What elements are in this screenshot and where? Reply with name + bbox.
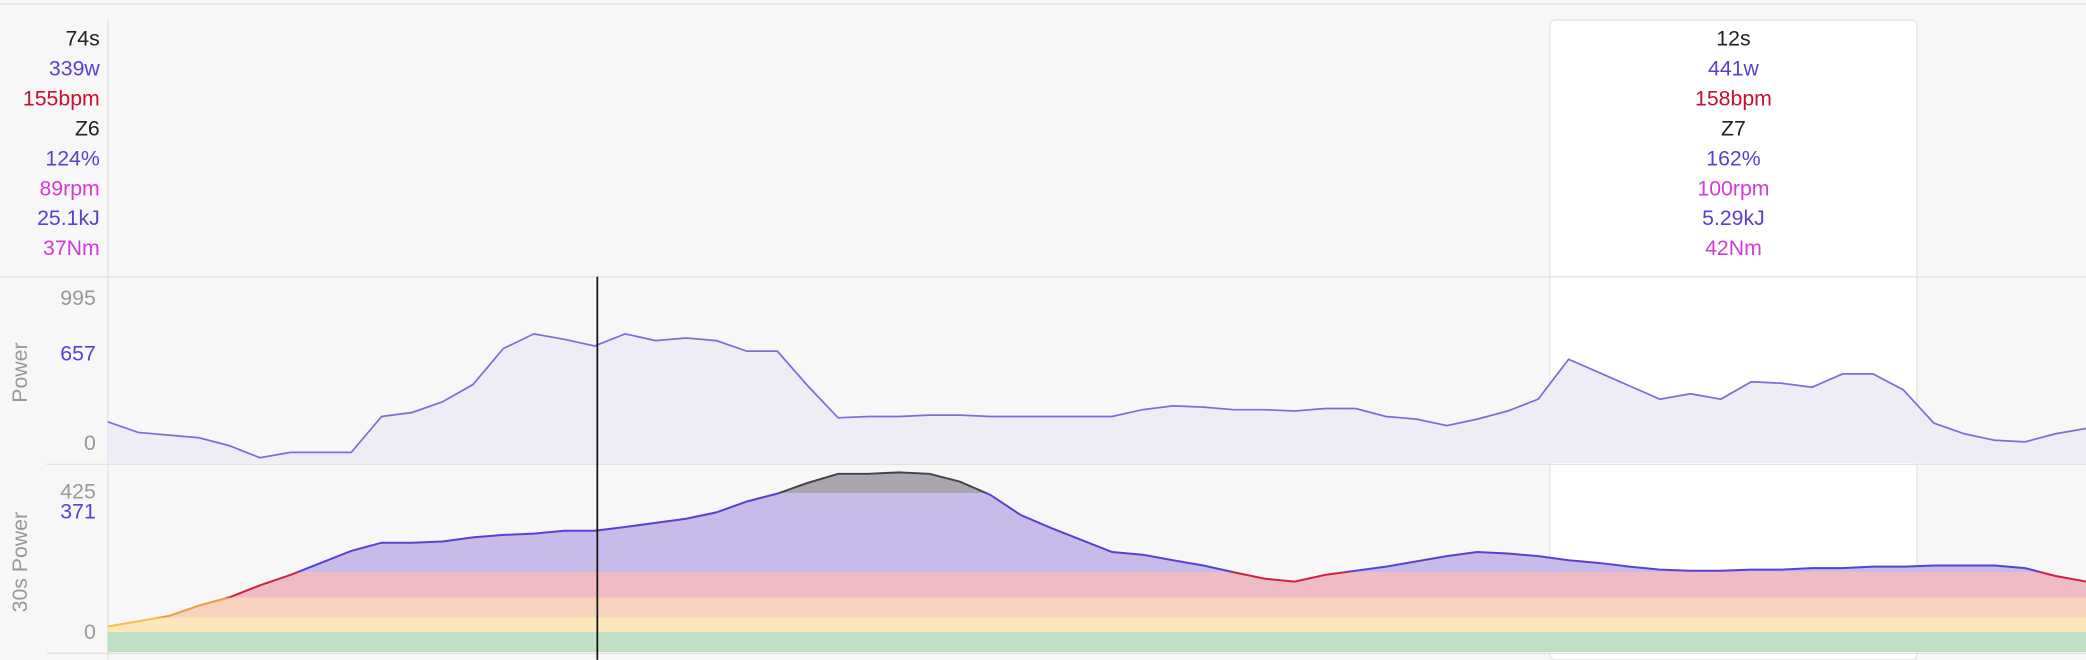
y-tick-label: 995: [60, 286, 95, 310]
panel-value: 25.1kJ: [37, 206, 100, 230]
panel-value: 162%: [1706, 146, 1760, 170]
panel-value: 37Nm: [43, 236, 100, 260]
panel-value: 158bpm: [1695, 86, 1772, 110]
panel-value: 89rpm: [39, 176, 99, 200]
panel-value: 124%: [45, 146, 99, 170]
panel-value: 155bpm: [23, 86, 100, 110]
panel-value: 74s: [65, 27, 99, 51]
zone-line: [107, 471, 2086, 628]
y-tick-label: 0: [84, 431, 96, 455]
panel-value: 42Nm: [1705, 236, 1762, 260]
panel-value: 441w: [1708, 57, 1759, 81]
zone-area: [107, 472, 2086, 652]
y-tick-label: 0: [84, 620, 96, 644]
panel-value: 100rpm: [1697, 176, 1769, 200]
y-tick-label: 371: [60, 500, 95, 524]
area: [107, 333, 2086, 464]
panel-value: 5.29kJ: [1702, 206, 1765, 230]
line: [107, 332, 2086, 459]
y-tick-label: 425: [60, 480, 95, 504]
y-axis-label: 30s Power: [8, 512, 32, 612]
panel-value: 12s: [1716, 27, 1750, 51]
panel-value: 339w: [49, 57, 100, 81]
panel-value: Z6: [75, 116, 100, 140]
y-tick-label: 657: [60, 342, 95, 366]
y-axis-label: Power: [8, 342, 32, 402]
panel-value: Z7: [1721, 116, 1746, 140]
